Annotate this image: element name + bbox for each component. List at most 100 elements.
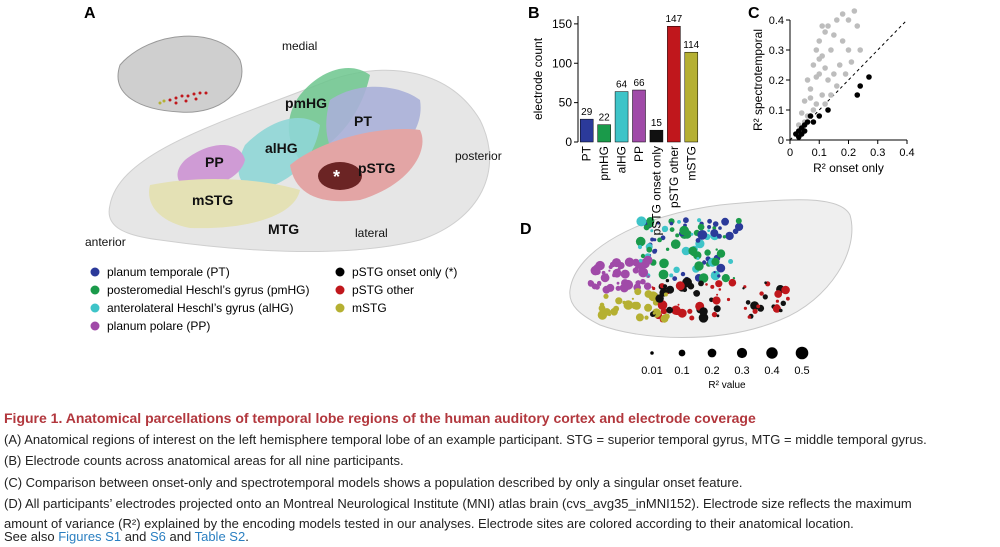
scatter-point bbox=[845, 17, 852, 23]
scatter-point bbox=[839, 38, 846, 44]
link[interactable]: Table S2 bbox=[194, 529, 246, 544]
size-legend-dot bbox=[766, 347, 778, 359]
legend-swatch bbox=[335, 303, 345, 313]
region-label: PT bbox=[354, 113, 372, 129]
legend-label: pSTG other bbox=[352, 283, 414, 297]
electrode-dot bbox=[711, 311, 718, 318]
electrode-dot bbox=[728, 278, 737, 287]
electrode-dot bbox=[725, 231, 734, 241]
electrode-dot bbox=[707, 225, 712, 229]
scatter-point bbox=[819, 23, 825, 29]
electrode-dot bbox=[671, 305, 681, 315]
electrode-dot bbox=[726, 297, 731, 302]
bar bbox=[684, 51, 699, 143]
scatter-point bbox=[857, 83, 863, 89]
electrode-dot bbox=[650, 229, 654, 233]
electrode-dot bbox=[635, 280, 641, 286]
electrode-dot bbox=[631, 297, 635, 300]
direction-label: posterior bbox=[455, 149, 502, 163]
electrode-dot bbox=[712, 296, 721, 305]
scatter-point bbox=[810, 107, 817, 113]
see-also: See also Figures S1 and S6 and Table S2. bbox=[4, 529, 249, 544]
electrode-dot bbox=[780, 300, 786, 306]
legend-swatch bbox=[90, 321, 100, 331]
x-tick-label: alHG bbox=[615, 146, 629, 173]
electrode-dot bbox=[735, 222, 744, 231]
caption-line: (A) Anatomical regions of interest on th… bbox=[4, 432, 927, 447]
link[interactable]: Figures S1 bbox=[58, 529, 122, 544]
size-legend-dot bbox=[678, 349, 686, 357]
panel-label: B bbox=[528, 5, 540, 22]
electrode-dot bbox=[696, 257, 700, 260]
text: and bbox=[165, 529, 195, 544]
electrode-dot bbox=[600, 273, 610, 283]
size-legend-label: 0.5 bbox=[794, 365, 809, 377]
scatter-point bbox=[851, 8, 858, 14]
electrode-dot bbox=[715, 280, 723, 288]
legend-swatch bbox=[90, 285, 100, 295]
electrode-dot bbox=[716, 314, 720, 318]
electrode-dot bbox=[775, 299, 780, 303]
scatter-point bbox=[842, 71, 849, 77]
electrode-dot bbox=[594, 286, 598, 289]
electrode-dot bbox=[680, 271, 686, 277]
electrode-dot bbox=[762, 294, 768, 300]
y-tick-label: 100 bbox=[552, 56, 572, 70]
identity-line bbox=[789, 19, 908, 141]
electrode-dot bbox=[687, 282, 695, 290]
electrode-dot bbox=[612, 273, 617, 278]
electrode-dot bbox=[697, 223, 705, 231]
panel-label: A bbox=[84, 5, 96, 22]
scatter-point bbox=[804, 119, 811, 125]
electrode-dot bbox=[616, 281, 620, 285]
electrode-dot bbox=[743, 306, 748, 310]
electrode-dot bbox=[718, 226, 722, 230]
electrode-dot bbox=[652, 286, 656, 291]
link[interactable]: S6 bbox=[150, 529, 166, 544]
electrode-dot bbox=[635, 236, 646, 247]
electrode-dot bbox=[653, 238, 657, 242]
electrode-dots bbox=[587, 216, 790, 323]
size-legend-dot bbox=[707, 348, 717, 358]
scatter-point bbox=[866, 74, 872, 80]
electrode-dot bbox=[608, 269, 611, 272]
panel-label: C bbox=[748, 5, 760, 22]
y-tick-label: 0 bbox=[565, 135, 572, 149]
legend-swatch bbox=[335, 285, 345, 295]
electrode-dot bbox=[652, 249, 657, 254]
electrode-dot bbox=[716, 263, 726, 273]
electrode-dot bbox=[716, 249, 726, 258]
y-axis-label: electrode count bbox=[531, 37, 545, 120]
electrode-dot bbox=[698, 280, 704, 287]
text: See also bbox=[4, 529, 59, 544]
electrode-dot bbox=[721, 274, 730, 283]
electrode-dot bbox=[699, 307, 708, 316]
electrode-dot bbox=[669, 221, 674, 226]
electrode-dot bbox=[688, 246, 698, 256]
size-legend-label: 0.2 bbox=[704, 365, 719, 377]
scatter-point bbox=[819, 92, 825, 98]
electrode-dot bbox=[655, 294, 664, 303]
electrode-dot bbox=[693, 290, 701, 297]
electrode-dot bbox=[663, 292, 668, 297]
scatter-point bbox=[828, 47, 834, 53]
electrode-dot bbox=[669, 227, 675, 233]
y-tick-label: 0.4 bbox=[769, 15, 784, 27]
region-label: mSTG bbox=[192, 192, 233, 208]
scatter-point bbox=[816, 38, 823, 44]
electrode-dot bbox=[693, 291, 696, 294]
x-tick-label: 0 bbox=[787, 147, 793, 159]
size-legend-label: 0.1 bbox=[674, 365, 689, 377]
electrode-dot bbox=[603, 293, 609, 299]
scatter-point bbox=[848, 59, 855, 65]
electrode-dot bbox=[595, 260, 605, 271]
size-legend-label: 0.4 bbox=[764, 365, 779, 377]
bar bbox=[649, 129, 664, 143]
size-legend-title: R² value bbox=[708, 380, 746, 391]
electrode-dot bbox=[742, 287, 745, 290]
electrode-dot bbox=[602, 285, 611, 294]
scatter-point bbox=[798, 110, 805, 116]
electrode-dot bbox=[712, 226, 717, 230]
